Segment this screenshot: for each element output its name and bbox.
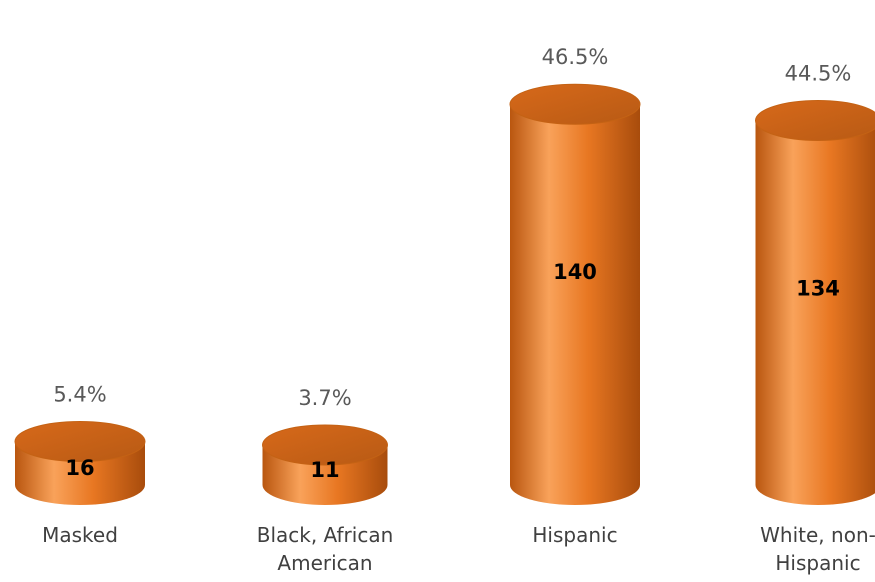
category-label: Black, African American	[257, 523, 394, 575]
category-label-line: Black, African	[257, 523, 394, 547]
category-label-line: Hispanic	[775, 551, 860, 575]
category-label-line: American	[277, 551, 372, 575]
data-label: 11	[310, 458, 339, 482]
bars-layer	[14, 83, 875, 505]
bar-top	[509, 83, 641, 125]
bar-body	[755, 120, 875, 505]
category-label-line: White, non-	[760, 523, 875, 547]
data-label: 134	[796, 277, 840, 301]
bar-2	[509, 83, 641, 505]
category-label: Hispanic	[532, 523, 617, 547]
bar-top	[14, 420, 146, 462]
percent-label: 44.5%	[785, 62, 852, 86]
category-label: White, non- Hispanic	[760, 523, 875, 575]
data-label: 140	[553, 260, 597, 284]
labels-layer: 16 5.4% Masked 11 3.7% Black, African American…	[42, 45, 875, 575]
bar-3	[755, 100, 875, 505]
bar-top	[755, 100, 875, 142]
category-label: Masked	[42, 523, 118, 547]
bar-body	[510, 104, 640, 505]
bar-0	[14, 420, 146, 505]
bar-top	[262, 424, 388, 466]
data-label: 16	[65, 456, 94, 480]
percent-label: 3.7%	[298, 386, 351, 410]
category-label-line: Hispanic	[532, 523, 617, 547]
percent-label: 46.5%	[542, 45, 609, 69]
bar-1	[262, 424, 388, 505]
category-label-line: Masked	[42, 523, 118, 547]
percent-label: 5.4%	[53, 382, 106, 406]
